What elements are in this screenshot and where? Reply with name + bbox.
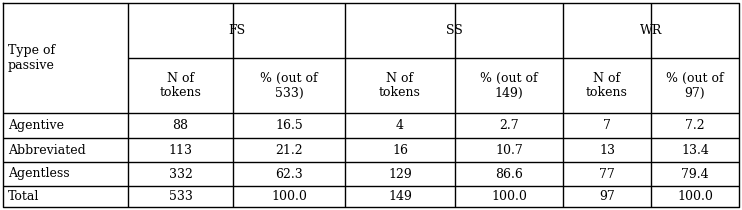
Text: 16: 16 <box>392 143 408 156</box>
Text: N of
tokens: N of tokens <box>586 71 628 100</box>
Text: 86.6: 86.6 <box>495 168 523 181</box>
Text: 16.5: 16.5 <box>275 119 303 132</box>
Text: 4: 4 <box>396 119 404 132</box>
Text: % (out of
533): % (out of 533) <box>260 71 318 100</box>
Text: 21.2: 21.2 <box>275 143 303 156</box>
Text: 2.7: 2.7 <box>499 119 519 132</box>
Text: 332: 332 <box>168 168 192 181</box>
Text: SS: SS <box>446 24 462 37</box>
Text: 100.0: 100.0 <box>677 190 713 203</box>
Text: % (out of
149): % (out of 149) <box>480 71 538 100</box>
Text: 129: 129 <box>388 168 412 181</box>
Text: 533: 533 <box>168 190 192 203</box>
Text: N of
tokens: N of tokens <box>379 71 421 100</box>
Text: Abbreviated: Abbreviated <box>8 143 86 156</box>
Text: 149: 149 <box>388 190 412 203</box>
Text: 7.2: 7.2 <box>685 119 705 132</box>
Text: WR: WR <box>640 24 662 37</box>
Text: 7: 7 <box>603 119 611 132</box>
Text: Type of
passive: Type of passive <box>8 44 55 72</box>
Text: 113: 113 <box>168 143 192 156</box>
Text: 13: 13 <box>599 143 615 156</box>
Text: FS: FS <box>228 24 245 37</box>
Text: 62.3: 62.3 <box>275 168 303 181</box>
Text: 13.4: 13.4 <box>681 143 709 156</box>
Text: 88: 88 <box>172 119 188 132</box>
Text: 77: 77 <box>599 168 615 181</box>
Text: % (out of
97): % (out of 97) <box>666 71 723 100</box>
Text: 100.0: 100.0 <box>271 190 307 203</box>
Text: 100.0: 100.0 <box>491 190 527 203</box>
Text: 79.4: 79.4 <box>681 168 709 181</box>
Text: N of
tokens: N of tokens <box>160 71 201 100</box>
Text: Total: Total <box>8 190 39 203</box>
Text: Agentive: Agentive <box>8 119 64 132</box>
Text: Agentless: Agentless <box>8 168 70 181</box>
Text: 10.7: 10.7 <box>495 143 523 156</box>
Text: 97: 97 <box>599 190 615 203</box>
